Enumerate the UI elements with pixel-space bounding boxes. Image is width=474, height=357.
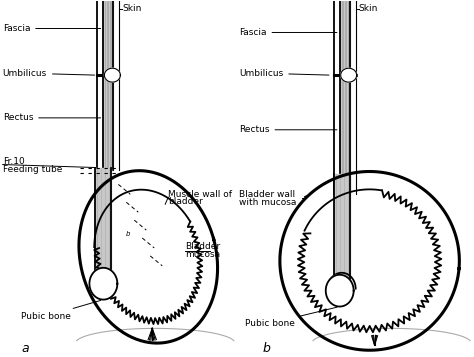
Text: Rectus: Rectus: [3, 114, 100, 122]
Text: Bladder wall: Bladder wall: [239, 190, 295, 199]
Text: Umbilicus: Umbilicus: [239, 69, 329, 78]
Text: Fr.10: Fr.10: [3, 157, 25, 166]
Text: mucosa: mucosa: [185, 250, 220, 260]
Text: a: a: [22, 342, 29, 355]
Text: Pubic bone: Pubic bone: [21, 300, 101, 321]
Polygon shape: [104, 68, 120, 82]
Text: b: b: [263, 342, 271, 355]
Text: b: b: [126, 231, 130, 237]
Polygon shape: [326, 275, 354, 307]
Text: Bladder: Bladder: [185, 242, 220, 251]
Text: with mucosa: with mucosa: [239, 198, 296, 207]
Text: Skin: Skin: [122, 4, 142, 13]
Text: bladder: bladder: [168, 197, 203, 206]
Text: Pubic bone: Pubic bone: [245, 307, 337, 328]
Text: Rectus: Rectus: [239, 125, 337, 134]
Text: Muscle wall of: Muscle wall of: [168, 190, 232, 199]
Text: Umbilicus: Umbilicus: [3, 69, 95, 78]
Text: Fascia: Fascia: [239, 28, 337, 37]
Text: Fascia: Fascia: [3, 24, 100, 33]
Polygon shape: [90, 268, 118, 300]
Polygon shape: [341, 68, 356, 82]
Text: Feeding tube: Feeding tube: [3, 165, 62, 174]
Text: Skin: Skin: [359, 4, 378, 13]
